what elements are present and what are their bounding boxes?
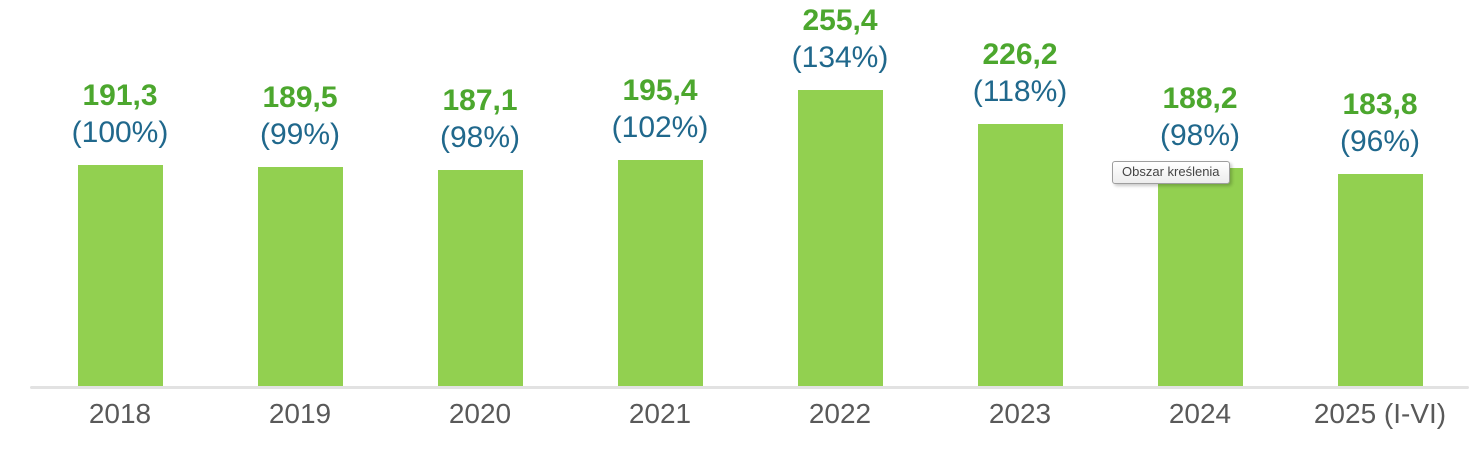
x-axis-label-2022: 2022	[808, 398, 872, 429]
bar-2018[interactable]	[77, 165, 163, 388]
value-label-2018: 191,3	[82, 79, 158, 112]
value-label-2024: 188,2	[1162, 82, 1238, 115]
x-axis-label-2019: 2019	[268, 398, 332, 429]
data-label-block-2025-i-vi: 183,8 (96%)	[1290, 86, 1470, 160]
bar-2021[interactable]	[617, 160, 703, 388]
bar-2024[interactable]	[1157, 168, 1243, 388]
x-axis-label-2020: 2020	[448, 398, 512, 429]
bar-2020[interactable]	[437, 170, 523, 388]
data-label-block-2022: 255,4 (134%)	[750, 2, 930, 76]
data-label-block-2023: 226,2 (118%)	[930, 36, 1110, 110]
value-label-2023: 226,2	[982, 38, 1058, 71]
value-label-2021: 195,4	[622, 74, 698, 107]
percent-label-2019: (99%)	[259, 118, 341, 151]
plot-area-tooltip: Obszar kreślenia	[1112, 161, 1230, 184]
x-axis-line	[30, 386, 1469, 389]
value-label-2022: 255,4	[802, 4, 878, 37]
bar-2022[interactable]	[797, 90, 883, 388]
x-axis-label-2018: 2018	[88, 398, 152, 429]
data-label-block-2018: 191,3 (100%)	[30, 77, 210, 151]
x-axis-label-2025-i-vi: 2025 (I-VI)	[1313, 398, 1447, 429]
percent-label-2018: (100%)	[71, 116, 169, 149]
percent-label-2022: (134%)	[791, 41, 889, 74]
percent-label-2020: (98%)	[439, 121, 521, 154]
percent-label-2021: (102%)	[611, 111, 709, 144]
value-label-2019: 189,5	[262, 81, 338, 114]
x-axis-label-2024: 2024	[1168, 398, 1232, 429]
value-label-2025-i-vi: 183,8	[1342, 88, 1418, 121]
percent-label-2024: (98%)	[1159, 119, 1241, 152]
bar-2019[interactable]	[257, 167, 343, 388]
data-label-block-2021: 195,4 (102%)	[570, 72, 750, 146]
percent-label-2023: (118%)	[972, 75, 1068, 108]
percent-label-2025-i-vi: (96%)	[1339, 125, 1421, 158]
data-label-block-2024: 188,2 (98%)	[1110, 80, 1290, 154]
bar-2025-i-vi[interactable]	[1337, 174, 1423, 388]
data-label-block-2020: 187,1 (98%)	[390, 82, 570, 156]
bar-2023[interactable]	[977, 124, 1063, 388]
value-label-2020: 187,1	[442, 84, 518, 117]
x-axis-label-2021: 2021	[628, 398, 692, 429]
x-axis-label-2023: 2023	[988, 398, 1052, 429]
data-label-block-2019: 189,5 (99%)	[210, 79, 390, 153]
